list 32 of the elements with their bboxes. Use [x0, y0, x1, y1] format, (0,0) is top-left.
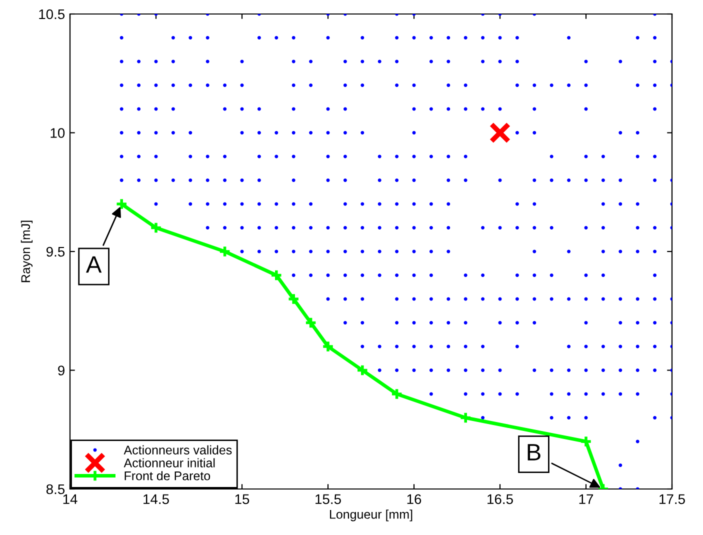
x-tick-label: 16	[407, 494, 422, 504]
point	[390, 388, 404, 400]
y-tick-label: 9	[58, 366, 64, 376]
legend-label: Actionneur initial	[124, 458, 215, 468]
y-tick-label: 8.5	[46, 484, 65, 494]
y-tick-label: 9.5	[46, 246, 65, 257]
point	[489, 122, 511, 144]
y-axis-title: Rayon [mJ]	[20, 220, 33, 282]
point	[304, 316, 318, 329]
x-tick-label: 15.5	[316, 494, 341, 504]
y-tick-label: 10	[50, 128, 65, 138]
point	[459, 412, 472, 424]
x-tick-label: 16.5	[488, 494, 513, 504]
x-axis-title: Longueur [mm]	[330, 510, 412, 522]
x-tick-label: 14	[63, 494, 78, 504]
y-tick-label: 10.5	[39, 9, 65, 20]
point	[356, 364, 369, 376]
annotation: A	[86, 256, 102, 273]
legend-label: Actionneurs valides	[124, 445, 232, 454]
x-tick-label: 17.5	[660, 494, 685, 504]
point	[270, 269, 283, 282]
legend-label: Front de Pareto	[124, 471, 210, 480]
point	[218, 245, 232, 258]
x-tick-label: 14.5	[144, 494, 169, 504]
annotation: B	[528, 444, 540, 460]
x-tick-label: 15	[235, 494, 250, 504]
point	[287, 292, 300, 306]
point	[322, 340, 334, 353]
x-tick-label: 17	[579, 494, 594, 504]
point	[115, 198, 128, 210]
point	[580, 435, 592, 448]
point	[150, 222, 162, 234]
